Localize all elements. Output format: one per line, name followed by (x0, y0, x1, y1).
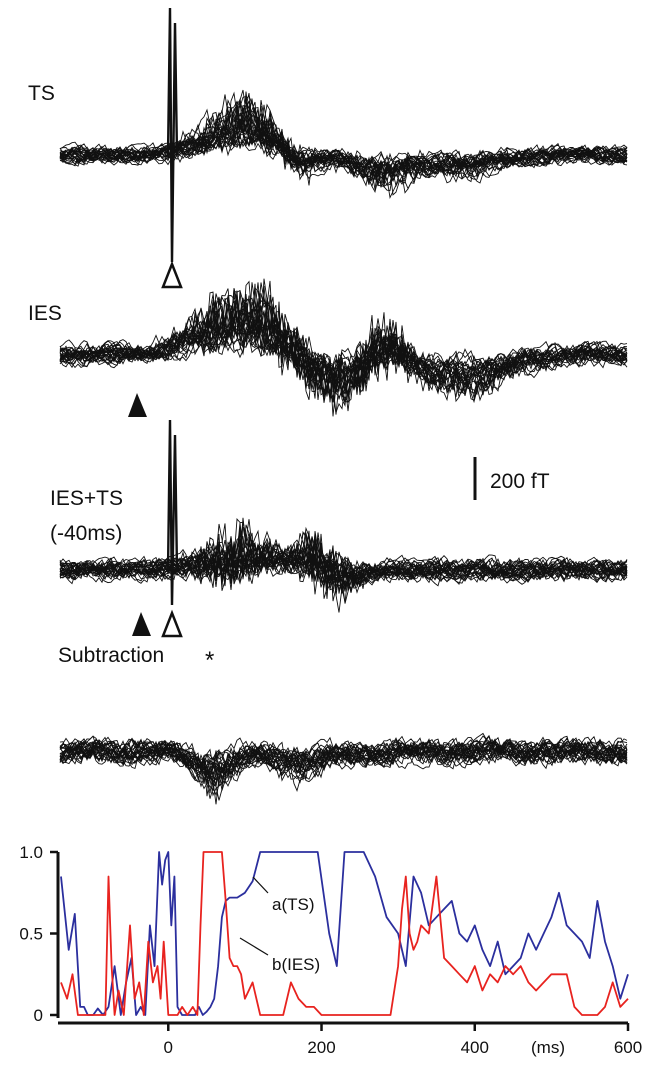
series-label-b: b(IES) (272, 955, 320, 974)
series-leader-line (239, 937, 269, 956)
asterisk-annotation: * (205, 647, 214, 674)
trace-bundle-ts (59, 7, 628, 263)
open-triangle-marker-ts (161, 260, 183, 289)
y-tick-label: 1.0 (19, 843, 43, 862)
x-tick-label: 600 (614, 1038, 642, 1057)
y-tick-label: 0.5 (19, 925, 43, 944)
meg-traces (59, 7, 628, 805)
open-triangle-marker-ies-ts (161, 609, 183, 638)
series-line-a (60, 851, 629, 1016)
panel-label-ts: TS (28, 82, 55, 105)
scale-bar-label: 200 fT (490, 470, 550, 493)
trace-bundle-subtraction (59, 732, 628, 805)
trace-bundle-ies (59, 278, 628, 417)
x-tick-label: 0 (164, 1038, 173, 1057)
y-tick-label: 0 (34, 1006, 43, 1025)
x-tick-label: 200 (307, 1038, 335, 1057)
coherence-chart: 0 0.5 1.0 0 200 400 600 (ms) a(TS) b(IES) (19, 843, 642, 1057)
panel-label-ies-ts-line1: IES+TS (50, 487, 123, 510)
panel-label-ies-ts-line2: (-40ms) (50, 522, 122, 545)
series-line-b (60, 851, 629, 1016)
panel-label-subtraction: Subtraction (58, 644, 164, 667)
x-tick-label: 400 (461, 1038, 489, 1057)
filled-triangle-marker-ies (128, 393, 147, 417)
x-unit-label: (ms) (531, 1038, 565, 1057)
series-leader-line (252, 876, 269, 894)
trace-bundle-ies-ts (59, 419, 628, 613)
panel-label-ies: IES (28, 302, 62, 325)
series-label-a: a(TS) (272, 895, 315, 914)
filled-triangle-marker-ies-ts (132, 612, 151, 636)
